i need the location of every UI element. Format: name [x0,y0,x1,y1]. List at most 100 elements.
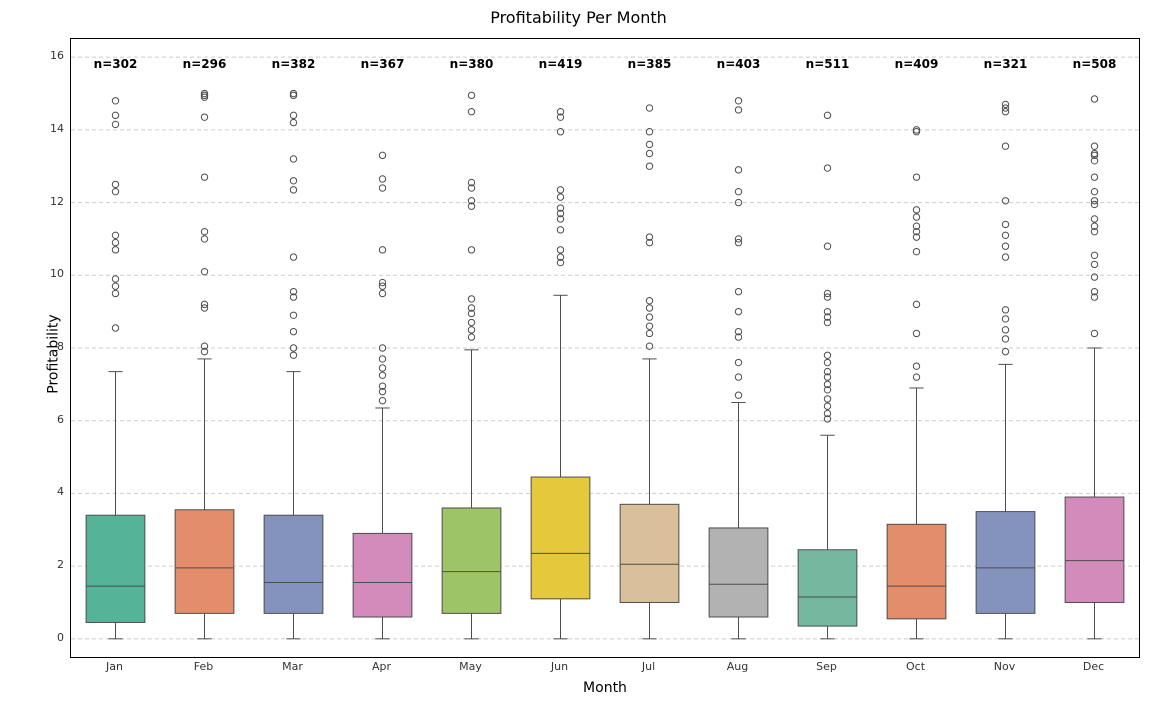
outlier-point [1091,252,1097,258]
outlier-point [112,283,118,289]
outlier-point [913,301,919,307]
x-tick-label: Nov [980,660,1030,673]
y-tick-label: 8 [24,340,64,353]
count-label: n=382 [272,57,316,71]
outlier-point [290,178,296,184]
y-axis-label: Profitability [46,314,62,393]
outlier-point [1091,330,1097,336]
outlier-point [646,323,652,329]
box [798,550,857,626]
x-axis-label: Month [70,680,1140,696]
outlier-point [201,114,207,120]
outlier-point [1091,96,1097,102]
box [175,510,234,614]
outlier-point [379,247,385,253]
outlier-point [646,141,652,147]
x-tick-label: Jun [535,660,585,673]
box [709,528,768,617]
x-tick-label: Jan [90,660,140,673]
count-label: n=296 [183,57,227,71]
count-label: n=367 [361,57,405,71]
outlier-point [1002,327,1008,333]
outlier-point [646,298,652,304]
count-label: n=302 [94,57,138,71]
x-tick-label: Oct [891,660,941,673]
outlier-point [468,334,474,340]
outlier-point [735,107,741,113]
outlier-point [735,392,741,398]
outlier-point [112,290,118,296]
x-tick-label: Dec [1069,660,1119,673]
x-tick-label: Jul [624,660,674,673]
outlier-point [1002,232,1008,238]
outlier-point [1002,143,1008,149]
box [620,504,679,602]
outlier-point [468,319,474,325]
outlier-point [1002,254,1008,260]
outlier-point [824,352,830,358]
outlier-point [112,188,118,194]
x-tick-label: Apr [357,660,407,673]
outlier-point [112,98,118,104]
outlier-point [1002,307,1008,313]
x-tick-label: Aug [713,660,763,673]
outlier-point [290,187,296,193]
count-label: n=409 [895,57,939,71]
outlier-point [557,129,563,135]
x-tick-label: Mar [268,660,318,673]
outlier-point [735,167,741,173]
outlier-point [468,247,474,253]
box [531,477,590,599]
outlier-point [290,119,296,125]
y-tick-label: 4 [24,485,64,498]
outlier-point [913,207,919,213]
box [1065,497,1124,602]
outlier-point [824,243,830,249]
outlier-point [201,174,207,180]
outlier-point [379,372,385,378]
y-tick-label: 10 [24,267,64,280]
y-tick-label: 14 [24,122,64,135]
outlier-point [290,156,296,162]
outlier-point [112,181,118,187]
outlier-point [201,268,207,274]
outlier-point [1002,243,1008,249]
outlier-point [646,150,652,156]
outlier-point [1002,316,1008,322]
outlier-point [290,312,296,318]
outlier-point [735,359,741,365]
outlier-point [379,398,385,404]
outlier-point [468,109,474,115]
outlier-point [557,187,563,193]
outlier-point [646,330,652,336]
outlier-point [112,112,118,118]
outlier-point [112,232,118,238]
count-label: n=321 [984,57,1028,71]
count-label: n=508 [1073,57,1117,71]
count-label: n=419 [539,57,583,71]
outlier-point [112,239,118,245]
box [976,512,1035,614]
outlier-point [735,308,741,314]
outlier-point [1091,188,1097,194]
outlier-point [1091,261,1097,267]
outlier-point [824,359,830,365]
plot-svg: n=302n=296n=382n=367n=380n=419n=385n=403… [71,39,1139,657]
figure: Profitability Per Month Profitability n=… [0,0,1157,708]
outlier-point [379,185,385,191]
chart-title: Profitability Per Month [0,8,1157,27]
box [353,533,412,617]
outlier-point [557,194,563,200]
outlier-point [201,236,207,242]
outlier-point [290,112,296,118]
outlier-point [646,129,652,135]
outlier-point [290,254,296,260]
outlier-point [379,176,385,182]
outlier-point [290,328,296,334]
outlier-point [735,374,741,380]
outlier-point [468,327,474,333]
outlier-point [646,343,652,349]
outlier-point [468,296,474,302]
outlier-point [379,365,385,371]
outlier-point [913,214,919,220]
